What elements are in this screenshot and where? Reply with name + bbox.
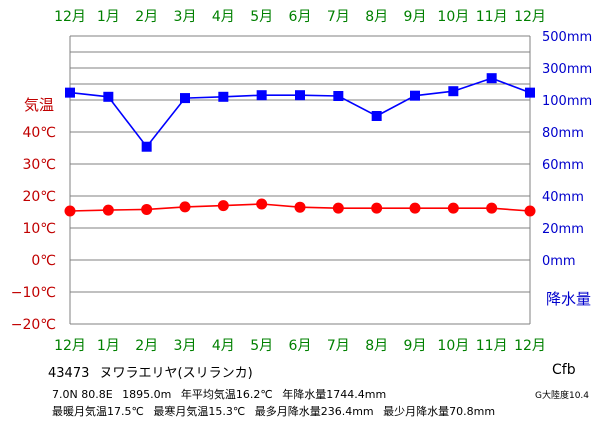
station-header: 43473 ヌワラエリヤ(スリランカ) [48, 362, 259, 381]
temperature-tick-0: 40℃ [22, 125, 56, 141]
coldest-month-temp: 最寒月気温15.3℃ [153, 405, 246, 418]
precipitation-series [65, 73, 535, 152]
precipitation-marker-10 [448, 86, 459, 97]
temperature-marker-11 [486, 202, 498, 214]
precipitation-marker-6 [295, 90, 305, 101]
month-label-top-8: 8月 [365, 9, 388, 25]
climate-class: Cfb [552, 362, 576, 378]
temperature-marker-7 [332, 202, 344, 214]
temperature-marker-8 [371, 202, 383, 214]
temperature-marker-3 [179, 201, 191, 213]
temperature-marker-0 [64, 205, 76, 217]
precipitation-marker-11 [486, 73, 497, 84]
month-label-top-1: 1月 [97, 9, 120, 25]
temperature-marker-5 [256, 198, 268, 210]
month-label-top-4: 4月 [212, 9, 235, 25]
precipitation-line [69, 77, 531, 149]
station-name: ヌワラエリヤ(スリランカ) [99, 366, 253, 381]
wettest-month-precip: 最多月降水量236.4mm [254, 405, 374, 418]
month-label-bottom-7: 7月 [327, 338, 350, 354]
month-label-top-11: 11月 [476, 9, 508, 25]
precipitation-tick-7: 0mm [542, 254, 576, 269]
month-label-bottom-12: 12月 [514, 338, 546, 354]
temperature-marker-1 [102, 204, 114, 216]
month-label-top-12: 12月 [514, 9, 546, 25]
month-label-top-0: 12月 [54, 9, 86, 25]
precipitation-marker-1 [103, 91, 114, 102]
precipitation-marker-9 [410, 90, 420, 101]
month-label-bottom-4: 4月 [212, 338, 235, 354]
temperature-tick-6: −20℃ [11, 317, 56, 333]
precipitation-marker-4 [218, 91, 229, 102]
month-label-bottom-3: 3月 [174, 338, 197, 354]
month-label-top-7: 7月 [327, 9, 350, 25]
precipitation-marker-5 [256, 90, 267, 101]
precipitation-marker-12 [525, 87, 535, 98]
temperature-marker-12 [524, 205, 536, 217]
temperature-series [64, 198, 536, 217]
precipitation-tick-4: 60mm [542, 158, 584, 173]
month-label-bottom-1: 1月 [97, 338, 120, 354]
month-label-top-3: 3月 [174, 9, 197, 25]
precipitation-marker-8 [371, 111, 382, 121]
driest-month-precip: 最少月降水量70.8mm [383, 405, 496, 418]
precipitation-marker-3 [180, 93, 190, 104]
temperature-marker-6 [294, 201, 306, 213]
month-label-top-9: 9月 [404, 9, 427, 25]
month-label-bottom-11: 11月 [476, 338, 508, 354]
month-label-bottom-5: 5月 [250, 338, 273, 354]
bottom-month-labels: 12月 1月 2月 3月 4月 5月 6月 7月 8月 9月 10月 11月 12月 [54, 338, 546, 354]
precipitation-marker-7 [333, 91, 344, 101]
temperature-axis: 気温 40℃ 30℃ 20℃ 10℃ 0℃ −10℃ −20℃ [11, 96, 56, 333]
precipitation-axis: 500mm 300mm 100mm 80mm 60mm 40mm 20mm 0mm 降水量 [542, 30, 592, 308]
station-coords: 7.0N 80.8E [52, 388, 113, 401]
month-label-top-10: 10月 [437, 9, 469, 25]
temperature-marker-9 [409, 202, 421, 214]
temperature-axis-title: 気温 [24, 96, 54, 114]
temperature-marker-4 [217, 200, 229, 212]
station-elevation: 1895.0m [122, 388, 172, 401]
station-info-line-1: 7.0N 80.8E 1895.0m 年平均気温16.2℃ 年降水量1744.4… [52, 386, 392, 402]
month-label-bottom-6: 6月 [289, 338, 312, 354]
warmest-month-temp: 最暖月気温17.5℃ [52, 405, 144, 418]
month-label-bottom-8: 8月 [365, 338, 388, 354]
month-label-bottom-2: 2月 [135, 338, 158, 354]
grid [69, 35, 531, 325]
precipitation-tick-6: 20mm [542, 222, 584, 237]
month-label-bottom-10: 10月 [437, 338, 469, 354]
temperature-tick-1: 30℃ [22, 157, 56, 173]
month-label-top-5: 5月 [250, 9, 273, 25]
precipitation-tick-2: 100mm [542, 94, 592, 109]
top-month-labels: 12月 1月 2月 3月 4月 5月 6月 7月 8月 9月 10月 11月 12月 [54, 9, 546, 25]
annual-mean-temp: 年平均気温16.2℃ [180, 388, 273, 401]
temperature-tick-3: 10℃ [22, 221, 56, 237]
precipitation-tick-5: 40mm [542, 190, 584, 205]
temperature-marker-2 [141, 203, 153, 215]
temperature-marker-10 [447, 202, 459, 214]
station-info-line-2: 最暖月気温17.5℃ 最寒月気温15.3℃ 最多月降水量236.4mm 最少月降… [52, 403, 501, 419]
temperature-tick-4: 0℃ [31, 253, 56, 269]
precipitation-tick-0: 500mm [542, 30, 592, 45]
annual-precip: 年降水量1744.4mm [282, 388, 387, 401]
month-label-bottom-0: 12月 [54, 338, 86, 354]
month-label-top-2: 2月 [135, 9, 158, 25]
month-label-bottom-9: 9月 [404, 338, 427, 354]
month-label-top-6: 6月 [289, 9, 312, 25]
precipitation-tick-3: 80mm [542, 126, 584, 141]
precipitation-marker-0 [65, 87, 75, 98]
precipitation-tick-1: 300mm [542, 62, 592, 77]
temperature-tick-5: −10℃ [11, 285, 56, 301]
temperature-tick-2: 20℃ [22, 189, 56, 205]
precipitation-marker-2 [141, 141, 152, 152]
continentality-index: G大陸度10.4 [535, 391, 590, 401]
station-id: 43473 [48, 366, 90, 381]
precipitation-axis-title: 降水量 [546, 290, 591, 308]
